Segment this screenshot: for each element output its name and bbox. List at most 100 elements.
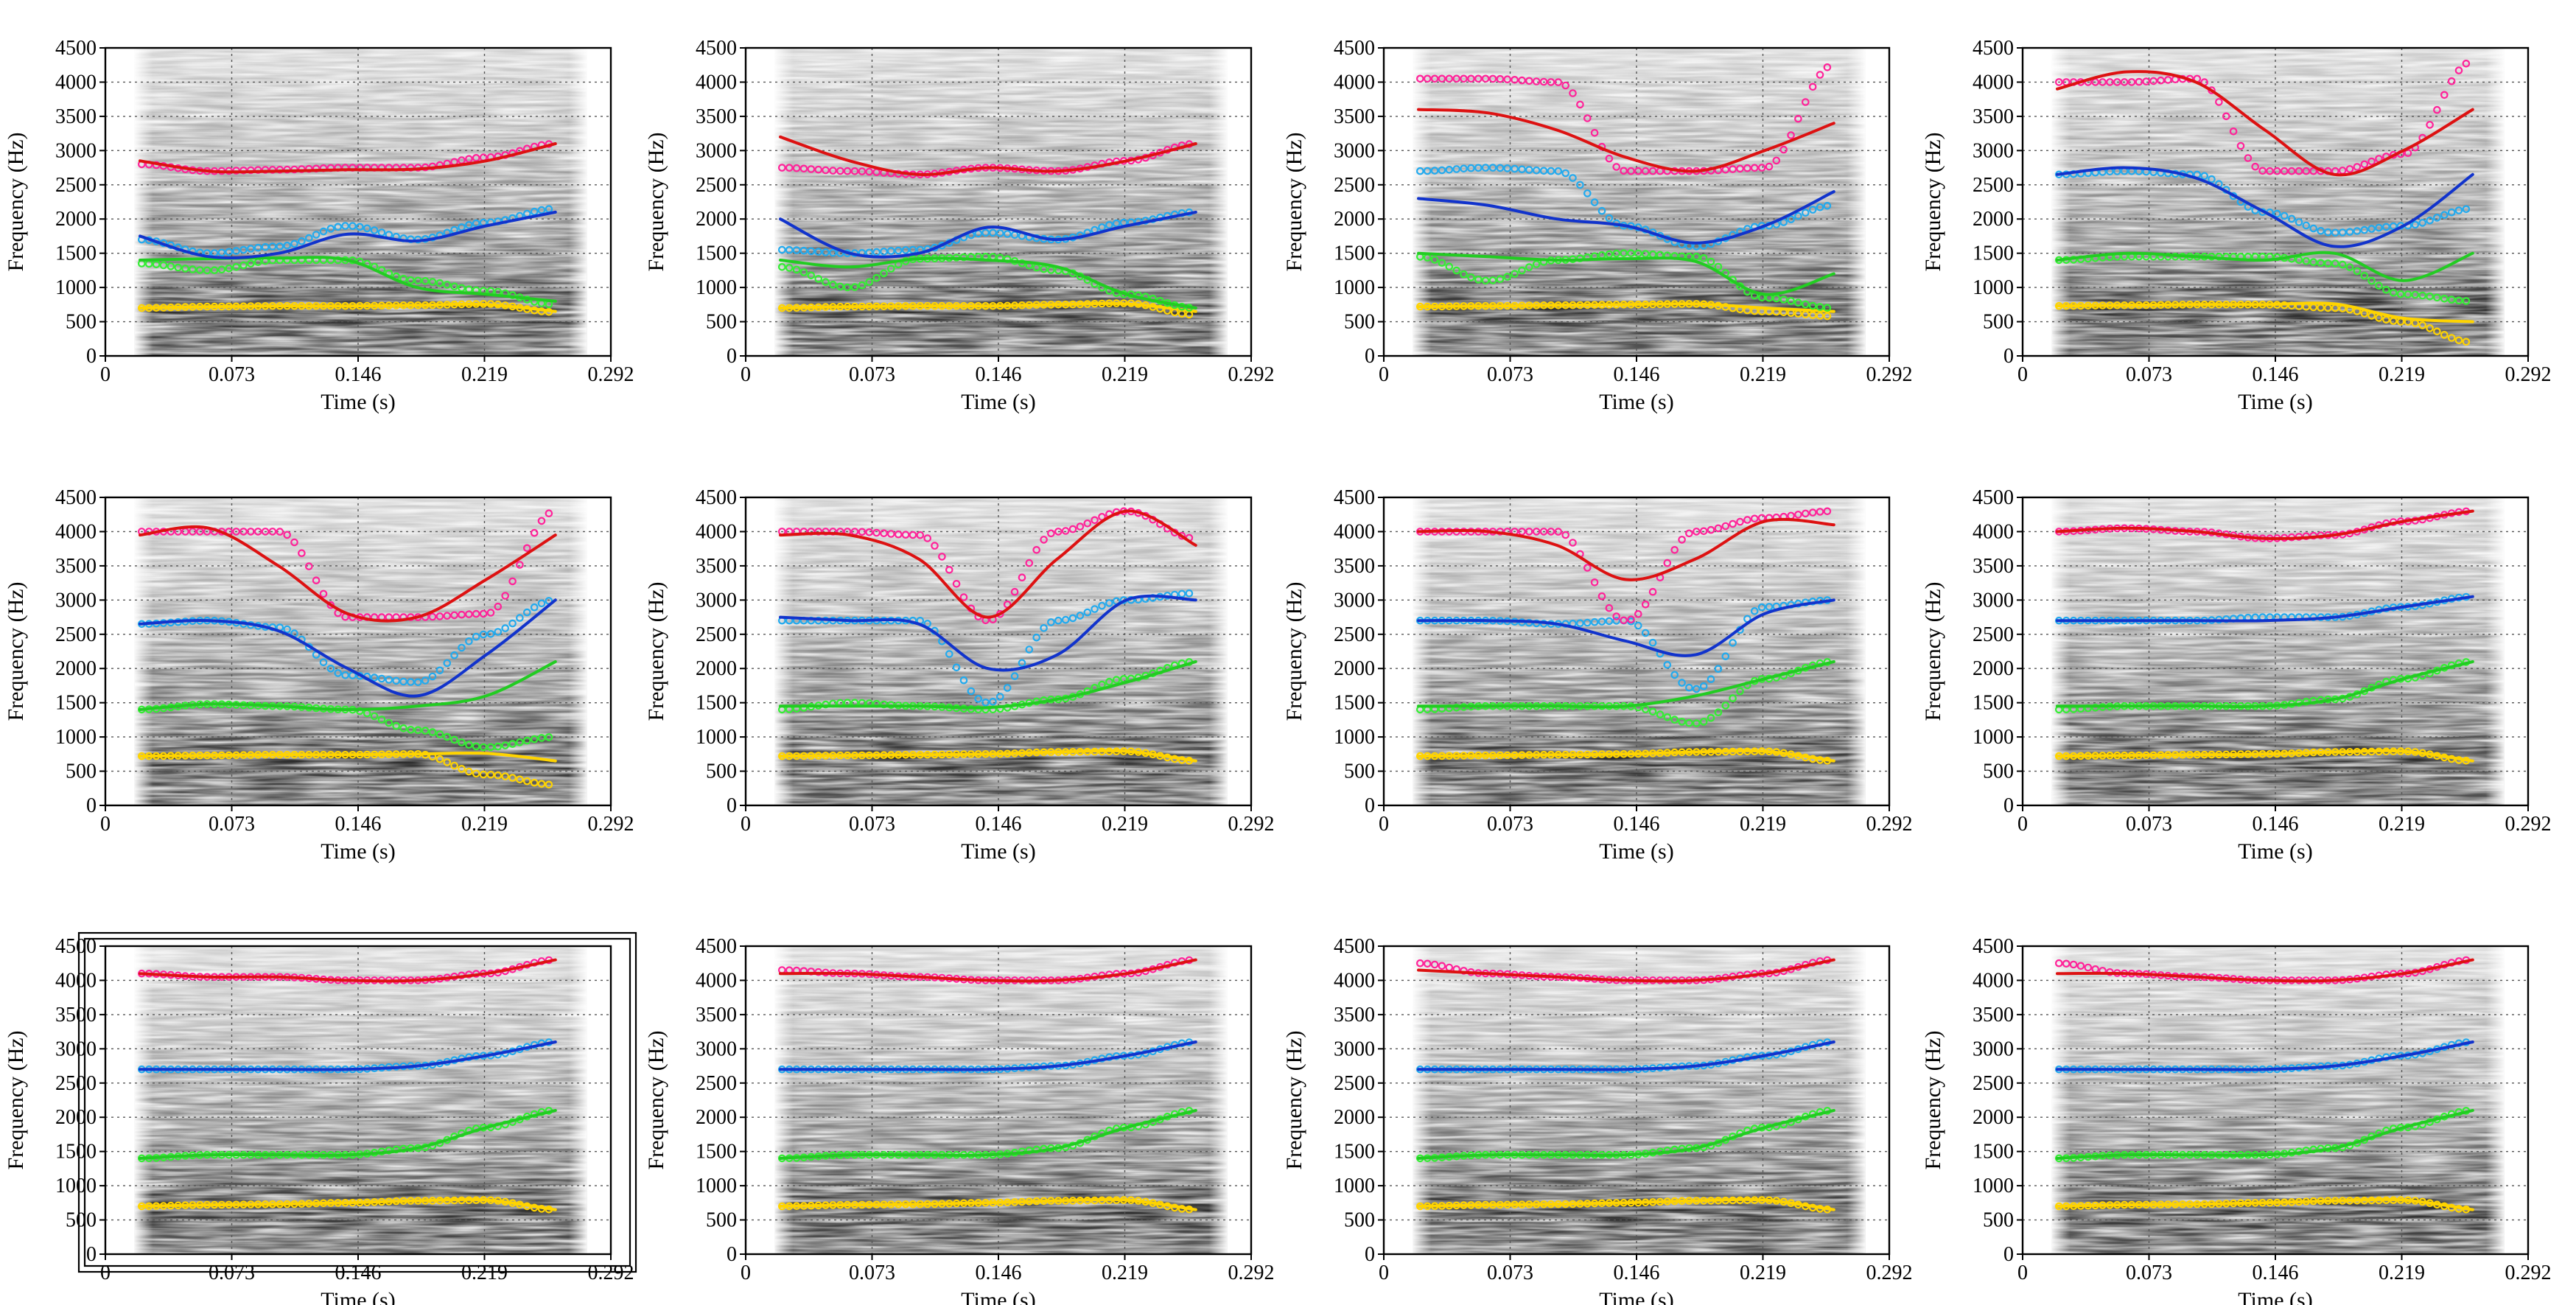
formant-point <box>508 577 517 586</box>
formant-point <box>399 677 407 686</box>
formant-point <box>2426 216 2434 225</box>
formant-point <box>501 772 509 780</box>
formant-point <box>2433 327 2441 336</box>
formant-point <box>2360 225 2369 234</box>
formant-point <box>829 280 837 289</box>
y-tick-label: 2500 <box>1973 623 2014 646</box>
formant-point <box>1018 573 1026 581</box>
formant-line-F3 <box>779 1040 1197 1071</box>
formant-point <box>1634 249 1642 258</box>
formant-point <box>2345 165 2354 173</box>
formant-point <box>1032 633 1040 642</box>
formant-point <box>516 561 524 569</box>
y-tick-label: 3000 <box>1973 139 2014 162</box>
formant-point <box>458 610 466 619</box>
x-axis-label: Time (s) <box>961 839 1035 864</box>
ticks: 0 500 1000 1500 2000 2500 3000 3500 4000 4500 0 0.0… <box>55 486 634 836</box>
formant-point <box>1061 615 1070 624</box>
y-tick-label: 3000 <box>696 589 737 612</box>
formant-point <box>1452 74 1460 83</box>
formant-point <box>1003 684 1012 692</box>
y-tick-label: 1500 <box>55 242 97 265</box>
formant-point <box>1467 164 1475 172</box>
formant-point <box>1561 81 1569 90</box>
formant-point <box>443 758 452 766</box>
ticks: 0 500 1000 1500 2000 2500 3000 3500 4000 4500 0 0.0… <box>1334 486 1913 836</box>
x-tick-label: 0.146 <box>1614 1262 1660 1284</box>
formant-point <box>1663 713 1672 721</box>
formant-point <box>2309 258 2317 266</box>
ticks: 0 500 1000 1500 2000 2500 3000 3500 4000 4500 0 0.0… <box>1334 37 1913 386</box>
formant-point <box>537 734 546 742</box>
formant-point <box>465 637 473 645</box>
formant-point <box>1554 528 1563 536</box>
x-tick-label: 0 <box>741 363 751 386</box>
formant-point <box>2106 78 2114 86</box>
formant-point <box>2404 290 2412 298</box>
y-tick-label: 3500 <box>696 105 737 128</box>
formant-point <box>1823 507 1832 516</box>
panel-9: 0 500 1000 1500 2000 2500 3000 3500 4000 4500 0 0.0… <box>4 931 637 1305</box>
formant-point <box>1010 587 1019 596</box>
formant-point <box>1583 114 1592 122</box>
formant-point <box>1779 295 1788 304</box>
formant-point <box>1452 266 1460 275</box>
x-tick-label: 0.292 <box>2505 1262 2552 1284</box>
formant-point <box>1612 249 1620 258</box>
y-tick-label: 4500 <box>696 37 737 60</box>
formant-point <box>1576 100 1584 109</box>
formant-point <box>807 247 816 256</box>
formant-point <box>2396 290 2405 298</box>
x-tick-label: 0.073 <box>2126 1262 2172 1284</box>
formant-line-F2 <box>1417 660 1835 709</box>
formant-point <box>2454 336 2463 345</box>
y-tick-label: 2500 <box>1973 1072 2014 1095</box>
formant-point <box>428 612 437 621</box>
x-axis-label: Time (s) <box>2238 839 2312 864</box>
formant-point <box>1663 559 1672 567</box>
y-tick-label: 0 <box>1365 345 1375 368</box>
formant-point <box>1693 719 1701 727</box>
formant-point <box>1699 527 1708 536</box>
x-tick-label: 0.073 <box>1487 363 1533 386</box>
formant-point <box>1068 614 1077 623</box>
formant-point <box>1612 612 1620 620</box>
formant-point <box>822 248 830 256</box>
formant-point <box>472 632 480 641</box>
formant-points-F2 <box>2055 252 2471 305</box>
formant-point <box>1685 529 1693 538</box>
formant-point <box>1445 262 1454 271</box>
x-tick-label: 0.219 <box>1102 813 1148 836</box>
ticks: 0 500 1000 1500 2000 2500 3000 3500 4000 4500 0 0.0… <box>55 935 634 1284</box>
formant-point <box>778 164 786 172</box>
formant-point <box>1597 592 1606 601</box>
formant-point <box>952 663 961 672</box>
formant-point <box>1488 164 1497 172</box>
formant-point <box>2382 285 2390 294</box>
formant-point <box>2447 295 2456 304</box>
y-tick-label: 4000 <box>55 520 97 543</box>
formant-point <box>2447 208 2456 217</box>
formant-point <box>2433 214 2441 222</box>
formant-point <box>778 262 786 271</box>
x-tick-label: 0.292 <box>588 1262 634 1284</box>
x-tick-label: 0.146 <box>2253 363 2299 386</box>
formant-line-F1 <box>2056 1197 2474 1211</box>
formant-point <box>1656 710 1665 718</box>
formant-point <box>239 528 248 536</box>
formant-point <box>938 553 946 561</box>
formant-point <box>1511 76 1519 84</box>
ticks: 0 500 1000 1500 2000 2500 3000 3500 4000 4500 0 0.0… <box>1973 935 2552 1284</box>
formant-points-F2 <box>1416 249 1832 312</box>
formant-point <box>2273 209 2281 218</box>
formant-point <box>2280 211 2289 220</box>
y-tick-label: 0 <box>2003 345 2014 368</box>
selection-frame-inner <box>83 937 631 1267</box>
formant-line-F2 <box>139 1108 557 1160</box>
formant-line-F3 <box>2056 166 2474 248</box>
y-tick-label: 4000 <box>1973 520 2014 543</box>
y-tick-label: 4000 <box>1973 71 2014 94</box>
formant-point <box>981 228 990 237</box>
y-tick-label: 0 <box>86 345 97 368</box>
formant-point <box>2258 167 2267 175</box>
